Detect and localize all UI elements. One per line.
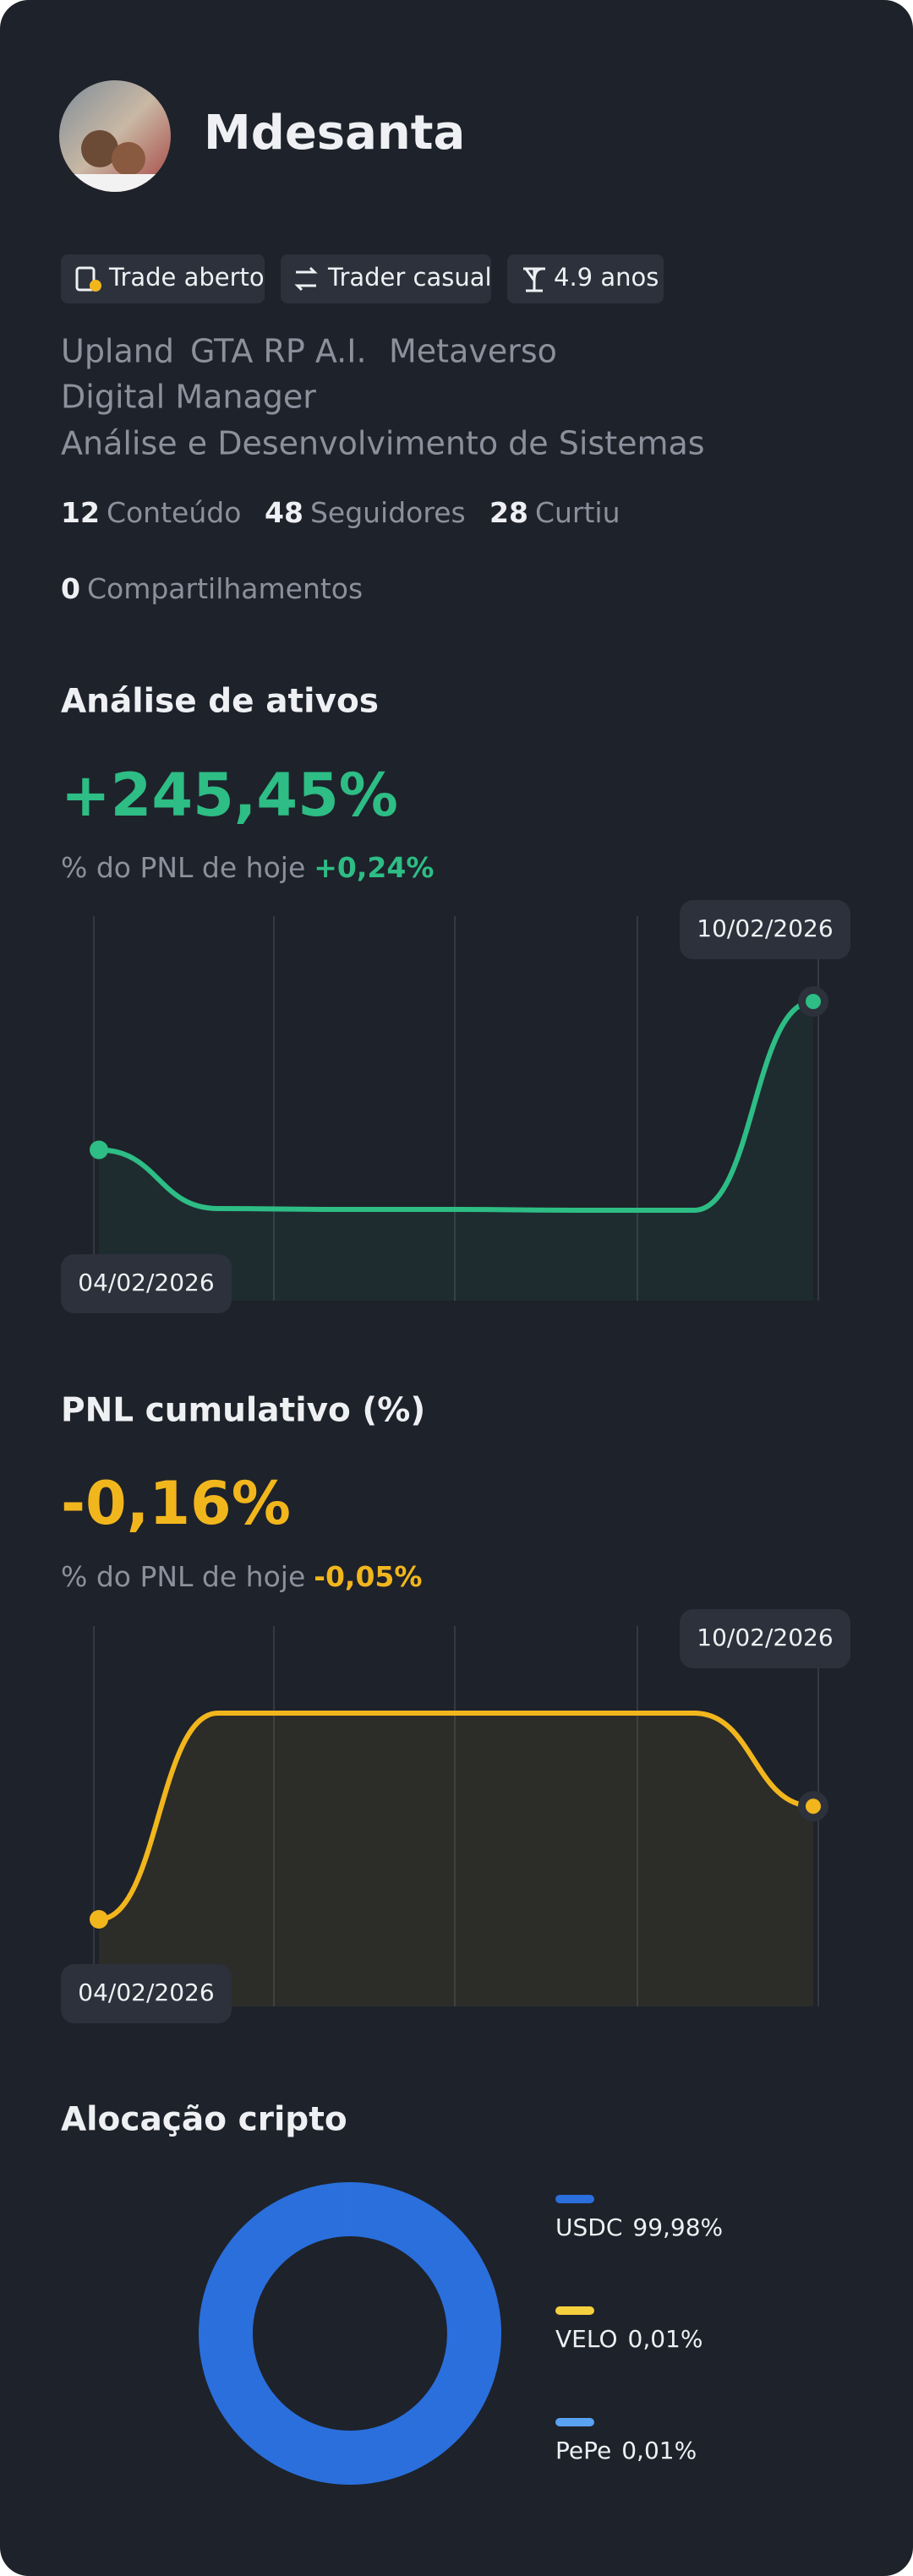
area: [99, 1713, 813, 2006]
stat: 0 Compartilhamentos: [61, 572, 363, 605]
legend-entry: USDC 99,98%: [555, 2213, 723, 2241]
chip[interactable]: [281, 254, 491, 303]
headline-value: +245,45%: [61, 761, 398, 830]
legend-name: PePe: [555, 2437, 611, 2464]
today-value: +0,24%: [314, 851, 434, 884]
legend-swatch: [555, 2306, 594, 2315]
donut-slice: [199, 2182, 502, 2486]
stat: 12 Conteúdo: [61, 496, 241, 529]
legend-value: 0,01%: [621, 2437, 697, 2464]
point: [90, 1910, 108, 1929]
point: [806, 1798, 821, 1815]
today-label: % do PNL de hoje: [61, 851, 305, 884]
chip-icon: [75, 266, 96, 292]
date-bubble: [61, 1964, 232, 2023]
end-date: 10/02/2026: [697, 1624, 833, 1651]
point: [806, 994, 821, 1009]
avatar-shirt: [73, 174, 157, 192]
legend-value: 99,98%: [632, 2213, 723, 2241]
legend-entry: VELO 0,01%: [555, 2325, 703, 2353]
legend-name: VELO: [555, 2325, 618, 2353]
stat-label: Curtiu: [535, 496, 621, 529]
legend-name: USDC: [555, 2213, 622, 2241]
legend-swatch: [555, 2195, 594, 2203]
section-title: Análise de ativos: [61, 683, 379, 721]
today-label: % do PNL de hoje: [61, 1560, 305, 1593]
chip-icon: [90, 280, 101, 292]
date-bubble: [680, 1609, 850, 1668]
stat: 48 Seguidores: [265, 496, 466, 529]
stat-value: 12: [61, 496, 100, 529]
avatar[interactable]: [56, 77, 174, 199]
line: [96, 1710, 816, 1922]
end-date: 10/02/2026: [697, 914, 833, 942]
line: [96, 999, 816, 1213]
area: [99, 1001, 813, 1301]
tag: Análise e Desenvolvimento de Sistemas: [61, 425, 705, 462]
tag: Metaverso: [389, 333, 557, 370]
point: [90, 1140, 108, 1160]
stat: 28 Curtiu: [489, 496, 620, 529]
profile-name: Mdesanta: [204, 106, 465, 161]
chip-icon: [523, 267, 545, 292]
tag: Upland: [61, 333, 174, 370]
avatar-face: [112, 142, 145, 176]
avatar-bg: [59, 80, 171, 192]
chip-label: 4.9 anos: [554, 263, 659, 292]
headline-value: -0,16%: [61, 1469, 291, 1538]
section-title: PNL cumulativo (%): [61, 1392, 425, 1430]
chip[interactable]: [61, 254, 265, 303]
legend-value: 0,01%: [628, 2325, 703, 2353]
chip-label: Trade aberto: [108, 263, 265, 292]
chip[interactable]: [507, 254, 664, 303]
stat-label: Compartilhamentos: [87, 572, 363, 605]
start-date: 04/02/2026: [78, 1978, 214, 2006]
date-bubble: [61, 1254, 232, 1313]
today-pnl: % do PNL de hoje +0,24%: [61, 851, 434, 884]
legend-entry: PePe 0,01%: [555, 2437, 697, 2464]
tag: Digital Manager: [61, 379, 316, 416]
stat-label: Conteúdo: [107, 496, 241, 529]
stat-value: 28: [489, 496, 528, 529]
legend-swatch: [555, 2418, 594, 2426]
tag: GTA RP A.I.: [190, 333, 367, 370]
start-date: 04/02/2026: [78, 1269, 214, 1296]
stat-value: 48: [265, 496, 303, 529]
date-bubble: [680, 900, 850, 959]
today-value: -0,05%: [314, 1560, 422, 1593]
avatar-face: [81, 130, 118, 167]
stat-label: Seguidores: [310, 496, 466, 529]
today-pnl: % do PNL de hoje -0,05%: [61, 1560, 422, 1593]
chip-label: Trader casual: [327, 263, 492, 292]
chip-icon: [294, 266, 318, 292]
section-title: Alocação cripto: [61, 2101, 347, 2139]
stat-value: 0: [61, 572, 80, 605]
